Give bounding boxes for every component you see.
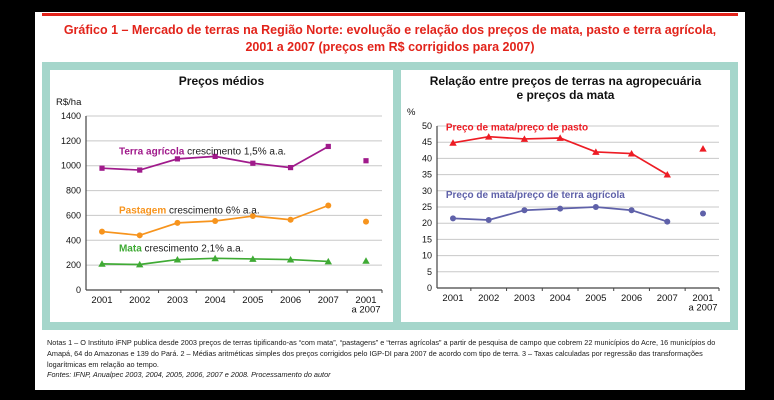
right-chart-svg: % 0 5 10 15 20 25 30 35 40 45 50 2001 2002 2003 2004 200… bbox=[407, 107, 720, 314]
right-chart-title: Relação entre preços de terras na agrope… bbox=[401, 70, 730, 102]
svg-text:2007: 2007 bbox=[657, 293, 678, 304]
svg-text:Preço de mata/preço de terra a: Preço de mata/preço de terra agrícola bbox=[446, 190, 625, 201]
top-red-rule bbox=[42, 13, 738, 16]
svg-text:20: 20 bbox=[422, 218, 432, 228]
figure-page: Gráfico 1 – Mercado de terras na Região … bbox=[35, 12, 745, 390]
svg-text:35: 35 bbox=[422, 170, 432, 180]
svg-text:800: 800 bbox=[66, 186, 81, 196]
svg-text:2005: 2005 bbox=[585, 293, 606, 304]
svg-text:2005: 2005 bbox=[242, 295, 263, 306]
svg-text:2001: 2001 bbox=[442, 293, 463, 304]
right-chart-title-line2: e preços da mata bbox=[516, 87, 615, 102]
svg-text:2003: 2003 bbox=[514, 293, 535, 304]
fontes-text: Fontes: IFNP, Anualpec 2003, 2004, 2005,… bbox=[47, 370, 331, 379]
svg-text:0: 0 bbox=[427, 283, 432, 293]
notes-text: Notas 1 – O Instituto iFNP publica desde… bbox=[47, 338, 716, 369]
svg-text:25: 25 bbox=[422, 202, 432, 212]
figure-title-line1: Gráfico 1 – Mercado de terras na Região … bbox=[63, 23, 717, 37]
svg-text:1400: 1400 bbox=[61, 111, 81, 121]
svg-text:600: 600 bbox=[66, 210, 81, 220]
svg-text:1000: 1000 bbox=[61, 161, 81, 171]
figure-title-line2: 2001 a 2007 (preços em R$ corrigidos par… bbox=[245, 39, 535, 54]
svg-text:40: 40 bbox=[422, 153, 432, 163]
svg-text:30: 30 bbox=[422, 186, 432, 196]
svg-text:Preço de mata/preço de pasto: Preço de mata/preço de pasto bbox=[446, 123, 588, 134]
svg-text:0: 0 bbox=[76, 285, 81, 295]
charts-band: Preços médios R$/ha 0 200 400 600 800 1000 1200… bbox=[42, 62, 738, 330]
svg-text:2003: 2003 bbox=[167, 295, 188, 306]
svg-text:2007: 2007 bbox=[318, 295, 339, 306]
svg-text:1200: 1200 bbox=[61, 136, 81, 146]
svg-text:R$/ha: R$/ha bbox=[56, 97, 82, 108]
left-chart-svg: R$/ha 0 200 400 600 800 1000 1200 1400 2001 2002 20… bbox=[56, 97, 383, 316]
svg-text:2001: 2001 bbox=[91, 295, 112, 306]
svg-text:400: 400 bbox=[66, 235, 81, 245]
svg-text:Mata crescimento 2,1% a.a.: Mata crescimento 2,1% a.a. bbox=[119, 243, 244, 254]
svg-text:5: 5 bbox=[427, 267, 432, 277]
svg-text:45: 45 bbox=[422, 137, 432, 147]
left-chart-panel: Preços médios R$/ha 0 200 400 600 800 1000 1200… bbox=[50, 70, 393, 322]
svg-text:50: 50 bbox=[422, 121, 432, 131]
svg-text:2004: 2004 bbox=[205, 295, 226, 306]
svg-text:2006: 2006 bbox=[280, 295, 301, 306]
svg-text:2004: 2004 bbox=[550, 293, 571, 304]
svg-text:2006: 2006 bbox=[621, 293, 642, 304]
svg-text:2002: 2002 bbox=[129, 295, 150, 306]
right-chart-panel: Relação entre preços de terras na agrope… bbox=[400, 70, 730, 322]
svg-text:200: 200 bbox=[66, 260, 81, 270]
svg-text:Pastagem crescimento 6% a.a.: Pastagem crescimento 6% a.a. bbox=[119, 206, 260, 217]
svg-text:10: 10 bbox=[422, 251, 432, 261]
svg-text:15: 15 bbox=[422, 234, 432, 244]
right-chart-title-line1: Relação entre preços de terras na agrope… bbox=[429, 74, 702, 88]
figure-title: Gráfico 1 – Mercado de terras na Região … bbox=[45, 22, 735, 56]
svg-text:Terra agrícola crescimento 1,5: Terra agrícola crescimento 1,5% a.a. bbox=[119, 147, 286, 158]
svg-text:%: % bbox=[407, 107, 416, 118]
left-chart-title: Preços médios bbox=[178, 74, 265, 88]
svg-text:2002: 2002 bbox=[478, 293, 499, 304]
